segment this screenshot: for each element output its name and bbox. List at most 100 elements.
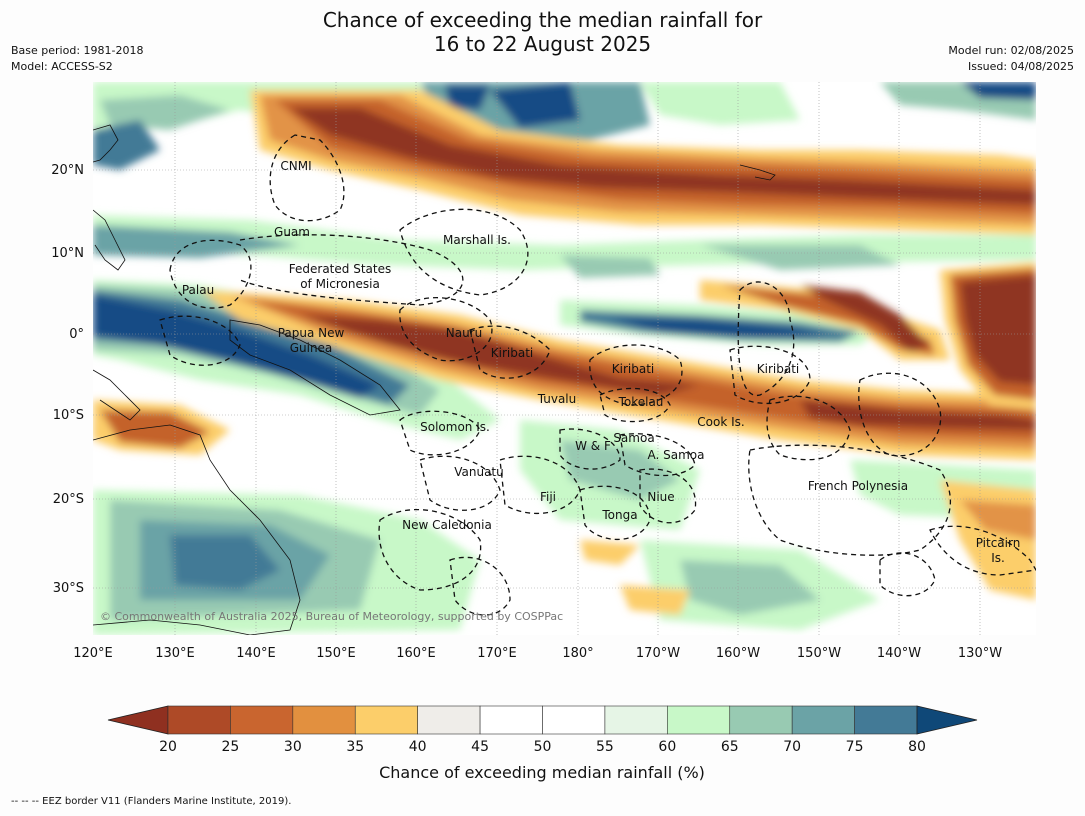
colorbar-segment bbox=[604, 705, 668, 735]
coastline-new-guinea bbox=[229, 319, 401, 416]
colorbar-tick-label: 75 bbox=[846, 739, 864, 755]
base-period: Base period: 1981-2018 bbox=[11, 44, 144, 57]
region-label: Kiribati bbox=[491, 346, 533, 360]
region-label: Federated States bbox=[289, 262, 391, 276]
region-label: Papua New bbox=[278, 326, 345, 340]
lon-tick-label: 120°E bbox=[73, 646, 113, 661]
lon-tick-label: 160°W bbox=[716, 646, 760, 661]
region-label: of Micronesia bbox=[300, 277, 380, 291]
issued-date: Issued: 04/08/2025 bbox=[967, 60, 1074, 73]
colorbar-low-extension bbox=[107, 705, 169, 735]
eez-footnote: -- -- -- EEZ border V11 (Flanders Marine… bbox=[11, 796, 292, 807]
longitude-axis: 120°E 130°E 140°E 150°E 160°E 170°E 180° 170°W 1… bbox=[73, 646, 1002, 661]
colorbar-segment bbox=[167, 705, 231, 735]
colorbar: 20 25 30 35 40 45 50 55 60 65 70 75 80 Chance of exce… bbox=[107, 705, 978, 782]
coastline-hawaii bbox=[739, 164, 776, 181]
colorbar-segment bbox=[729, 705, 793, 735]
lon-tick-label: 150°E bbox=[316, 646, 356, 661]
lon-tick-label: 130°W bbox=[958, 646, 1002, 661]
lon-tick-label: 150°W bbox=[797, 646, 841, 661]
rainfall-area-dry-strong bbox=[960, 275, 1036, 385]
region-label: A. Samoa bbox=[648, 448, 705, 462]
colorbar-segment bbox=[854, 705, 918, 735]
rainfall-area-wet-strong bbox=[610, 318, 830, 338]
region-label: French Polynesia bbox=[808, 479, 908, 493]
rainfall-area-wet-dark bbox=[170, 535, 280, 590]
lon-tick-label: 140°E bbox=[236, 646, 276, 661]
rainfall-area-dry-strong bbox=[300, 315, 700, 395]
colorbar-segment bbox=[230, 705, 294, 735]
colorbar-tick-label: 30 bbox=[284, 739, 302, 755]
coastline-sulawesi bbox=[93, 369, 141, 421]
rainfall-area-dry bbox=[720, 285, 935, 355]
model-run: Model run: 02/08/2025 bbox=[948, 44, 1074, 57]
rainfall-area-wet-mid bbox=[700, 245, 900, 270]
rainfall-area-wet-dark bbox=[93, 120, 160, 170]
coastline-australia bbox=[93, 424, 301, 635]
colorbar-tick-label: 20 bbox=[159, 739, 177, 755]
region-label: Cook Is. bbox=[697, 415, 744, 429]
region-label: Pitcairn bbox=[976, 536, 1021, 550]
region-label: Tuvalu bbox=[537, 392, 577, 406]
coastline-asia bbox=[93, 124, 119, 163]
latitude-axis: 20°N 10°N 0° 10°S 20°S 30°S bbox=[51, 163, 84, 596]
lon-tick-label: 180° bbox=[562, 646, 593, 661]
rainfall-area-dry-strong bbox=[290, 108, 1036, 205]
colorbar-tick-label: 80 bbox=[908, 739, 926, 755]
rainfall-area-wet-strong bbox=[490, 82, 580, 128]
rainfall-area-wet-strong bbox=[960, 82, 1036, 100]
region-label: Kiribati bbox=[612, 362, 654, 376]
rainfall-area-wet-mid bbox=[100, 95, 230, 130]
lon-tick-label: 160°E bbox=[396, 646, 436, 661]
region-label: Vanuatu bbox=[454, 465, 504, 479]
model-name: Model: ACCESS-S2 bbox=[11, 60, 113, 73]
map-panel: © Commonwealth of Australia 2025, Bureau… bbox=[93, 82, 1036, 635]
region-label: Samoa bbox=[613, 431, 654, 445]
rainfall-area-wet-mid bbox=[680, 560, 820, 615]
colorbar-tick-label: 65 bbox=[721, 739, 739, 755]
rainfall-area-dry-light bbox=[620, 585, 690, 615]
rainfall-area-wet-strong bbox=[445, 85, 490, 110]
eez-borders bbox=[159, 134, 1036, 616]
colorbar-tick-label: 55 bbox=[596, 739, 614, 755]
lat-tick-label: 20°S bbox=[53, 492, 84, 507]
colorbar-segment bbox=[791, 705, 855, 735]
rainfall-area-dry-mid bbox=[960, 500, 1036, 540]
title-line-1: Chance of exceeding the median rainfall … bbox=[322, 8, 763, 32]
map-title: Chance of exceeding the median rainfall … bbox=[0, 8, 1085, 56]
lat-tick-label: 20°N bbox=[51, 163, 84, 178]
colorbar-tick-label: 25 bbox=[222, 739, 240, 755]
colorbar-tick-label: 50 bbox=[534, 739, 552, 755]
lat-tick-label: 10°N bbox=[51, 246, 84, 261]
lat-tick-label: 10°S bbox=[53, 408, 84, 423]
colorbar-segment bbox=[479, 705, 543, 735]
lon-tick-label: 130°E bbox=[155, 646, 195, 661]
region-label: Tonga bbox=[601, 508, 637, 522]
colorbar-segment bbox=[667, 705, 731, 735]
rainfall-area-wet-mid bbox=[560, 255, 660, 278]
colorbar-tick-label: 35 bbox=[346, 739, 364, 755]
region-label: Palau bbox=[182, 283, 214, 297]
lat-tick-label: 30°S bbox=[53, 581, 84, 596]
rainfall-area-wet-light bbox=[640, 82, 800, 125]
meta-left: Base period: 1981-2018 Model: ACCESS-S2 bbox=[11, 43, 143, 75]
colorbar-tick-label: 40 bbox=[409, 739, 427, 755]
rainfall-area-dry bbox=[100, 410, 210, 448]
region-label: Guinea bbox=[290, 341, 333, 355]
colorbar-high-extension bbox=[916, 705, 978, 735]
colorbar-tick-label: 60 bbox=[658, 739, 676, 755]
region-label: Tokelau bbox=[618, 395, 664, 409]
region-label: CNMI bbox=[280, 159, 311, 173]
title-line-2: 16 to 22 August 2025 bbox=[433, 32, 652, 56]
lon-tick-label: 170°E bbox=[477, 646, 517, 661]
colorbar-segment bbox=[542, 705, 606, 735]
region-label: Nauru bbox=[446, 326, 482, 340]
colorbar-segment bbox=[417, 705, 481, 735]
colorbar-tick-label: 70 bbox=[783, 739, 801, 755]
region-label: Fiji bbox=[540, 490, 556, 504]
rainfall-area-wet-strong bbox=[93, 295, 380, 398]
coastlines bbox=[93, 124, 776, 635]
region-label: Is. bbox=[991, 551, 1005, 565]
